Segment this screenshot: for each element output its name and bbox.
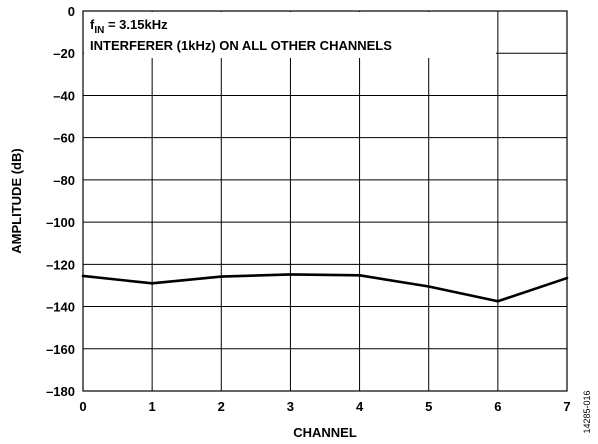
y-tick-label: –160 <box>46 342 75 357</box>
data-point <box>496 299 500 303</box>
x-tick-label: 6 <box>494 399 501 414</box>
y-axis-title: AMPLITUDE (dB) <box>9 148 24 253</box>
x-tick-label: 2 <box>218 399 225 414</box>
y-tick-label: –80 <box>53 173 75 188</box>
annotation-interferer: INTERFERER (1kHz) ON ALL OTHER CHANNELS <box>90 38 392 53</box>
annotation-background <box>84 12 496 58</box>
plot-frame <box>82 10 568 392</box>
data-point <box>150 282 154 285</box>
y-tick-label: –60 <box>53 131 75 146</box>
y-tick-label: –40 <box>53 88 75 103</box>
x-tick-label: 7 <box>563 399 570 414</box>
y-tick-label: –120 <box>46 257 75 272</box>
series-group <box>81 273 569 303</box>
y-tick-label: –180 <box>46 384 75 399</box>
x-tick-label: 1 <box>149 399 156 414</box>
x-tick-label: 0 <box>79 399 86 414</box>
figure-id: 14285-016 <box>582 390 592 433</box>
x-tick-label: 3 <box>287 399 294 414</box>
y-tick-label: 0 <box>68 4 75 19</box>
data-point <box>358 274 361 277</box>
annotation-fin-subscript: IN <box>94 25 104 36</box>
data-point <box>219 275 223 278</box>
series-line <box>82 273 568 303</box>
y-tick-label: –140 <box>46 300 75 315</box>
x-tick-label: 4 <box>356 399 364 414</box>
y-tick-label: –20 <box>53 46 75 61</box>
x-axis-title: CHANNEL <box>293 425 357 440</box>
y-tick-labels: 0 –20 –40 –60 –80 –100 –120 –140 –160 –180 <box>46 4 75 399</box>
data-point <box>289 273 292 276</box>
x-tick-labels: 0 1 2 3 4 5 6 7 <box>79 399 570 414</box>
y-tick-label: –100 <box>46 215 75 230</box>
data-point <box>427 285 431 288</box>
gridlines <box>82 10 568 392</box>
x-tick-label: 5 <box>425 399 432 414</box>
annotation-fin: fIN = 3.15kHz <box>90 17 168 36</box>
